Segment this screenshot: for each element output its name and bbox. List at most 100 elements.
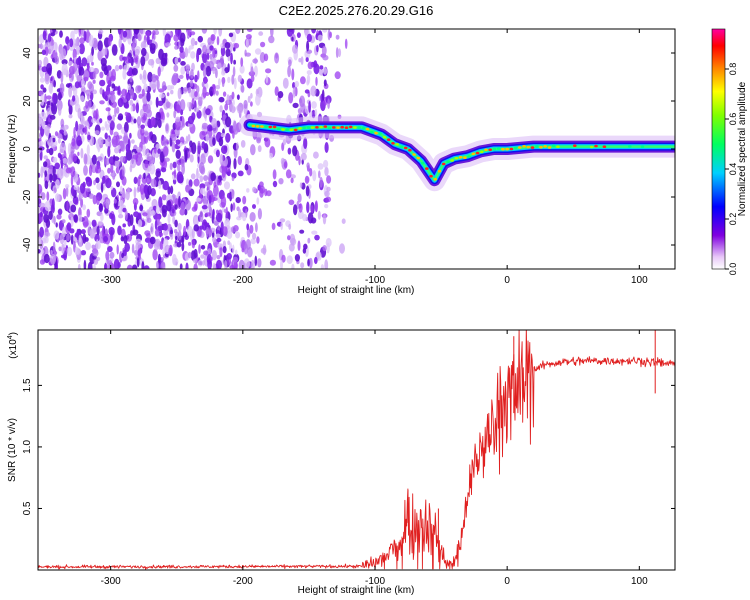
noise-speckle bbox=[292, 86, 296, 98]
noise-speckle bbox=[313, 60, 318, 68]
y-tick-label: -40 bbox=[22, 237, 33, 252]
noise-speckle bbox=[145, 209, 151, 221]
noise-speckle bbox=[118, 37, 122, 49]
noise-speckle bbox=[144, 170, 149, 176]
noise-speckle bbox=[324, 259, 329, 269]
noise-speckle bbox=[218, 29, 223, 37]
noise-speckle bbox=[117, 225, 122, 236]
noise-speckle bbox=[180, 201, 185, 214]
noise-speckle bbox=[83, 165, 88, 176]
noise-speckle bbox=[265, 75, 269, 84]
colorbar-tick-label: 0.8 bbox=[728, 63, 738, 76]
ridge-hotspot bbox=[306, 126, 311, 129]
noise-speckle bbox=[307, 258, 310, 267]
noise-speckle bbox=[38, 117, 43, 125]
noise-speckle bbox=[126, 92, 131, 102]
noise-speckle bbox=[281, 254, 286, 263]
noise-speckle bbox=[140, 41, 147, 50]
noise-speckle bbox=[237, 107, 243, 114]
noise-speckle bbox=[249, 224, 254, 234]
noise-speckle bbox=[135, 85, 142, 94]
noise-speckle bbox=[119, 199, 124, 209]
noise-speckle bbox=[212, 197, 218, 201]
noise-speckle bbox=[38, 249, 41, 254]
noise-speckle bbox=[137, 212, 142, 220]
noise-speckle bbox=[123, 235, 128, 245]
noise-speckle bbox=[192, 258, 197, 263]
ridge-hotspot bbox=[277, 127, 281, 131]
noise-speckle bbox=[41, 120, 46, 130]
noise-speckle bbox=[135, 102, 139, 114]
noise-speckle bbox=[182, 54, 185, 60]
noise-speckle bbox=[311, 101, 317, 109]
noise-speckle bbox=[74, 246, 79, 256]
noise-speckle bbox=[194, 201, 198, 211]
noise-speckle bbox=[322, 245, 327, 252]
noise-speckle bbox=[68, 73, 72, 79]
noise-speckle bbox=[66, 233, 70, 242]
noise-speckle bbox=[283, 161, 288, 169]
noise-speckle bbox=[233, 59, 237, 65]
noise-speckle bbox=[87, 93, 90, 100]
noise-speckle bbox=[245, 52, 251, 57]
noise-speckle bbox=[126, 264, 133, 269]
noise-speckle bbox=[165, 124, 169, 132]
noise-speckle bbox=[87, 99, 92, 109]
noise-speckle bbox=[231, 91, 235, 100]
noise-speckle bbox=[237, 170, 244, 177]
noise-speckle bbox=[152, 205, 157, 211]
noise-speckle bbox=[89, 66, 95, 73]
ridge-hotspot bbox=[518, 146, 522, 149]
noise-speckle bbox=[42, 30, 47, 41]
ridge-hotspot bbox=[458, 156, 463, 159]
noise-speckle bbox=[156, 214, 160, 226]
noise-speckle bbox=[238, 208, 242, 218]
noise-speckle bbox=[80, 229, 86, 235]
noise-speckle bbox=[216, 36, 220, 46]
noise-speckle bbox=[307, 212, 314, 224]
noise-speckle bbox=[215, 68, 218, 79]
noise-speckle bbox=[166, 92, 170, 97]
noise-speckle bbox=[142, 145, 147, 157]
noise-speckle bbox=[96, 225, 100, 236]
y-tick-label: 40 bbox=[22, 47, 33, 59]
ridge-hotspot bbox=[340, 125, 345, 129]
noise-speckle bbox=[163, 157, 170, 162]
noise-speckle bbox=[306, 33, 312, 43]
noise-speckle bbox=[279, 218, 286, 223]
noise-speckle bbox=[178, 40, 181, 49]
noise-speckle bbox=[314, 201, 318, 212]
noise-speckle bbox=[232, 99, 235, 106]
ridge-hotspot bbox=[357, 126, 361, 129]
noise-speckle bbox=[132, 229, 139, 236]
noise-speckle bbox=[142, 212, 148, 217]
noise-speckle bbox=[218, 96, 225, 103]
noise-speckle bbox=[179, 263, 183, 269]
snr-x-axis: -300 -200 -100 0 100 bbox=[101, 330, 648, 587]
noise-speckle bbox=[206, 52, 210, 61]
noise-speckle bbox=[80, 250, 87, 256]
noise-speckle bbox=[202, 260, 206, 266]
noise-speckle bbox=[48, 137, 53, 147]
noise-speckle bbox=[288, 199, 295, 206]
noise-speckle bbox=[308, 101, 311, 113]
x-tick-label: 0 bbox=[504, 275, 510, 286]
noise-speckle bbox=[98, 203, 104, 213]
ridge-hotspot bbox=[315, 126, 319, 129]
noise-speckle bbox=[43, 234, 47, 244]
noise-speckle bbox=[232, 66, 236, 77]
noise-speckle bbox=[73, 214, 78, 223]
noise-speckle bbox=[122, 135, 129, 144]
noise-speckle bbox=[75, 57, 80, 66]
noise-speckle bbox=[128, 67, 134, 76]
noise-speckle bbox=[89, 83, 94, 93]
noise-speckle bbox=[181, 241, 185, 252]
noise-speckle bbox=[237, 74, 243, 83]
noise-speckle bbox=[229, 242, 232, 251]
noise-speckle bbox=[155, 57, 161, 65]
noise-speckle bbox=[334, 71, 341, 80]
noise-speckle bbox=[110, 185, 114, 190]
noise-speckle bbox=[117, 144, 121, 150]
noise-speckle bbox=[243, 258, 250, 269]
ridge-hotspot bbox=[378, 132, 383, 135]
